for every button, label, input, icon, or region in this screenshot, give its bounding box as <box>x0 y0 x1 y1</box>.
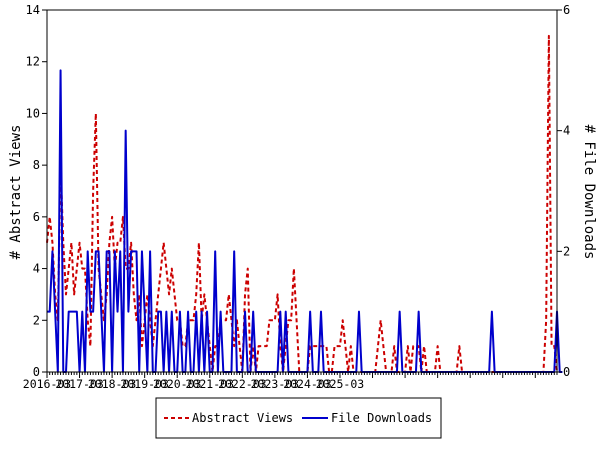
left-tick-label: 2 <box>33 313 40 327</box>
right-tick-label: 2 <box>563 244 570 258</box>
x-tick-label: 2019-03 <box>120 377 169 391</box>
legend: Abstract Views File Downloads <box>155 397 442 439</box>
left-tick-label: 6 <box>33 210 40 224</box>
left-tick-label: 12 <box>26 55 40 69</box>
left-tick-label: 0 <box>33 365 40 379</box>
x-tick-label: 2018-03 <box>88 377 137 391</box>
x-axis-ticks: 2016-032017-032018-032019-032020-032021-… <box>23 372 558 391</box>
x-tick-label: 2020-03 <box>153 377 202 391</box>
left-axis-ticks: 0 2 4 6 8 10 12 14 <box>26 3 47 379</box>
left-tick-label: 10 <box>26 106 40 120</box>
right-axis-ticks: 0 2 4 6 <box>557 3 570 379</box>
legend-box <box>155 397 442 439</box>
right-tick-label: 0 <box>563 365 570 379</box>
legend-label-file-downloads: File Downloads <box>331 411 432 425</box>
x-tick-label: 2016-03 <box>23 377 72 391</box>
x-tick-label: 2023-03 <box>251 377 300 391</box>
right-tick-label: 6 <box>563 3 570 17</box>
x-tick-label: 2022-03 <box>218 377 267 391</box>
file-downloads-line <box>47 69 563 373</box>
file-downloads-series <box>47 69 563 373</box>
left-tick-label: 14 <box>26 3 40 17</box>
left-axis-label: # Abstract Views <box>8 125 24 260</box>
x-tick-label: 2021-03 <box>186 377 235 391</box>
legend-label-abstract-views: Abstract Views <box>192 411 293 425</box>
x-tick-label: 2024-03 <box>283 377 332 391</box>
right-tick-label: 4 <box>563 124 570 138</box>
x-tick-label: 2017-03 <box>55 377 104 391</box>
right-axis-label: # File Downloads <box>581 125 597 260</box>
left-tick-label: 4 <box>33 262 40 276</box>
left-tick-label: 8 <box>33 158 40 172</box>
x-tick-label: 2025-03 <box>316 377 365 391</box>
